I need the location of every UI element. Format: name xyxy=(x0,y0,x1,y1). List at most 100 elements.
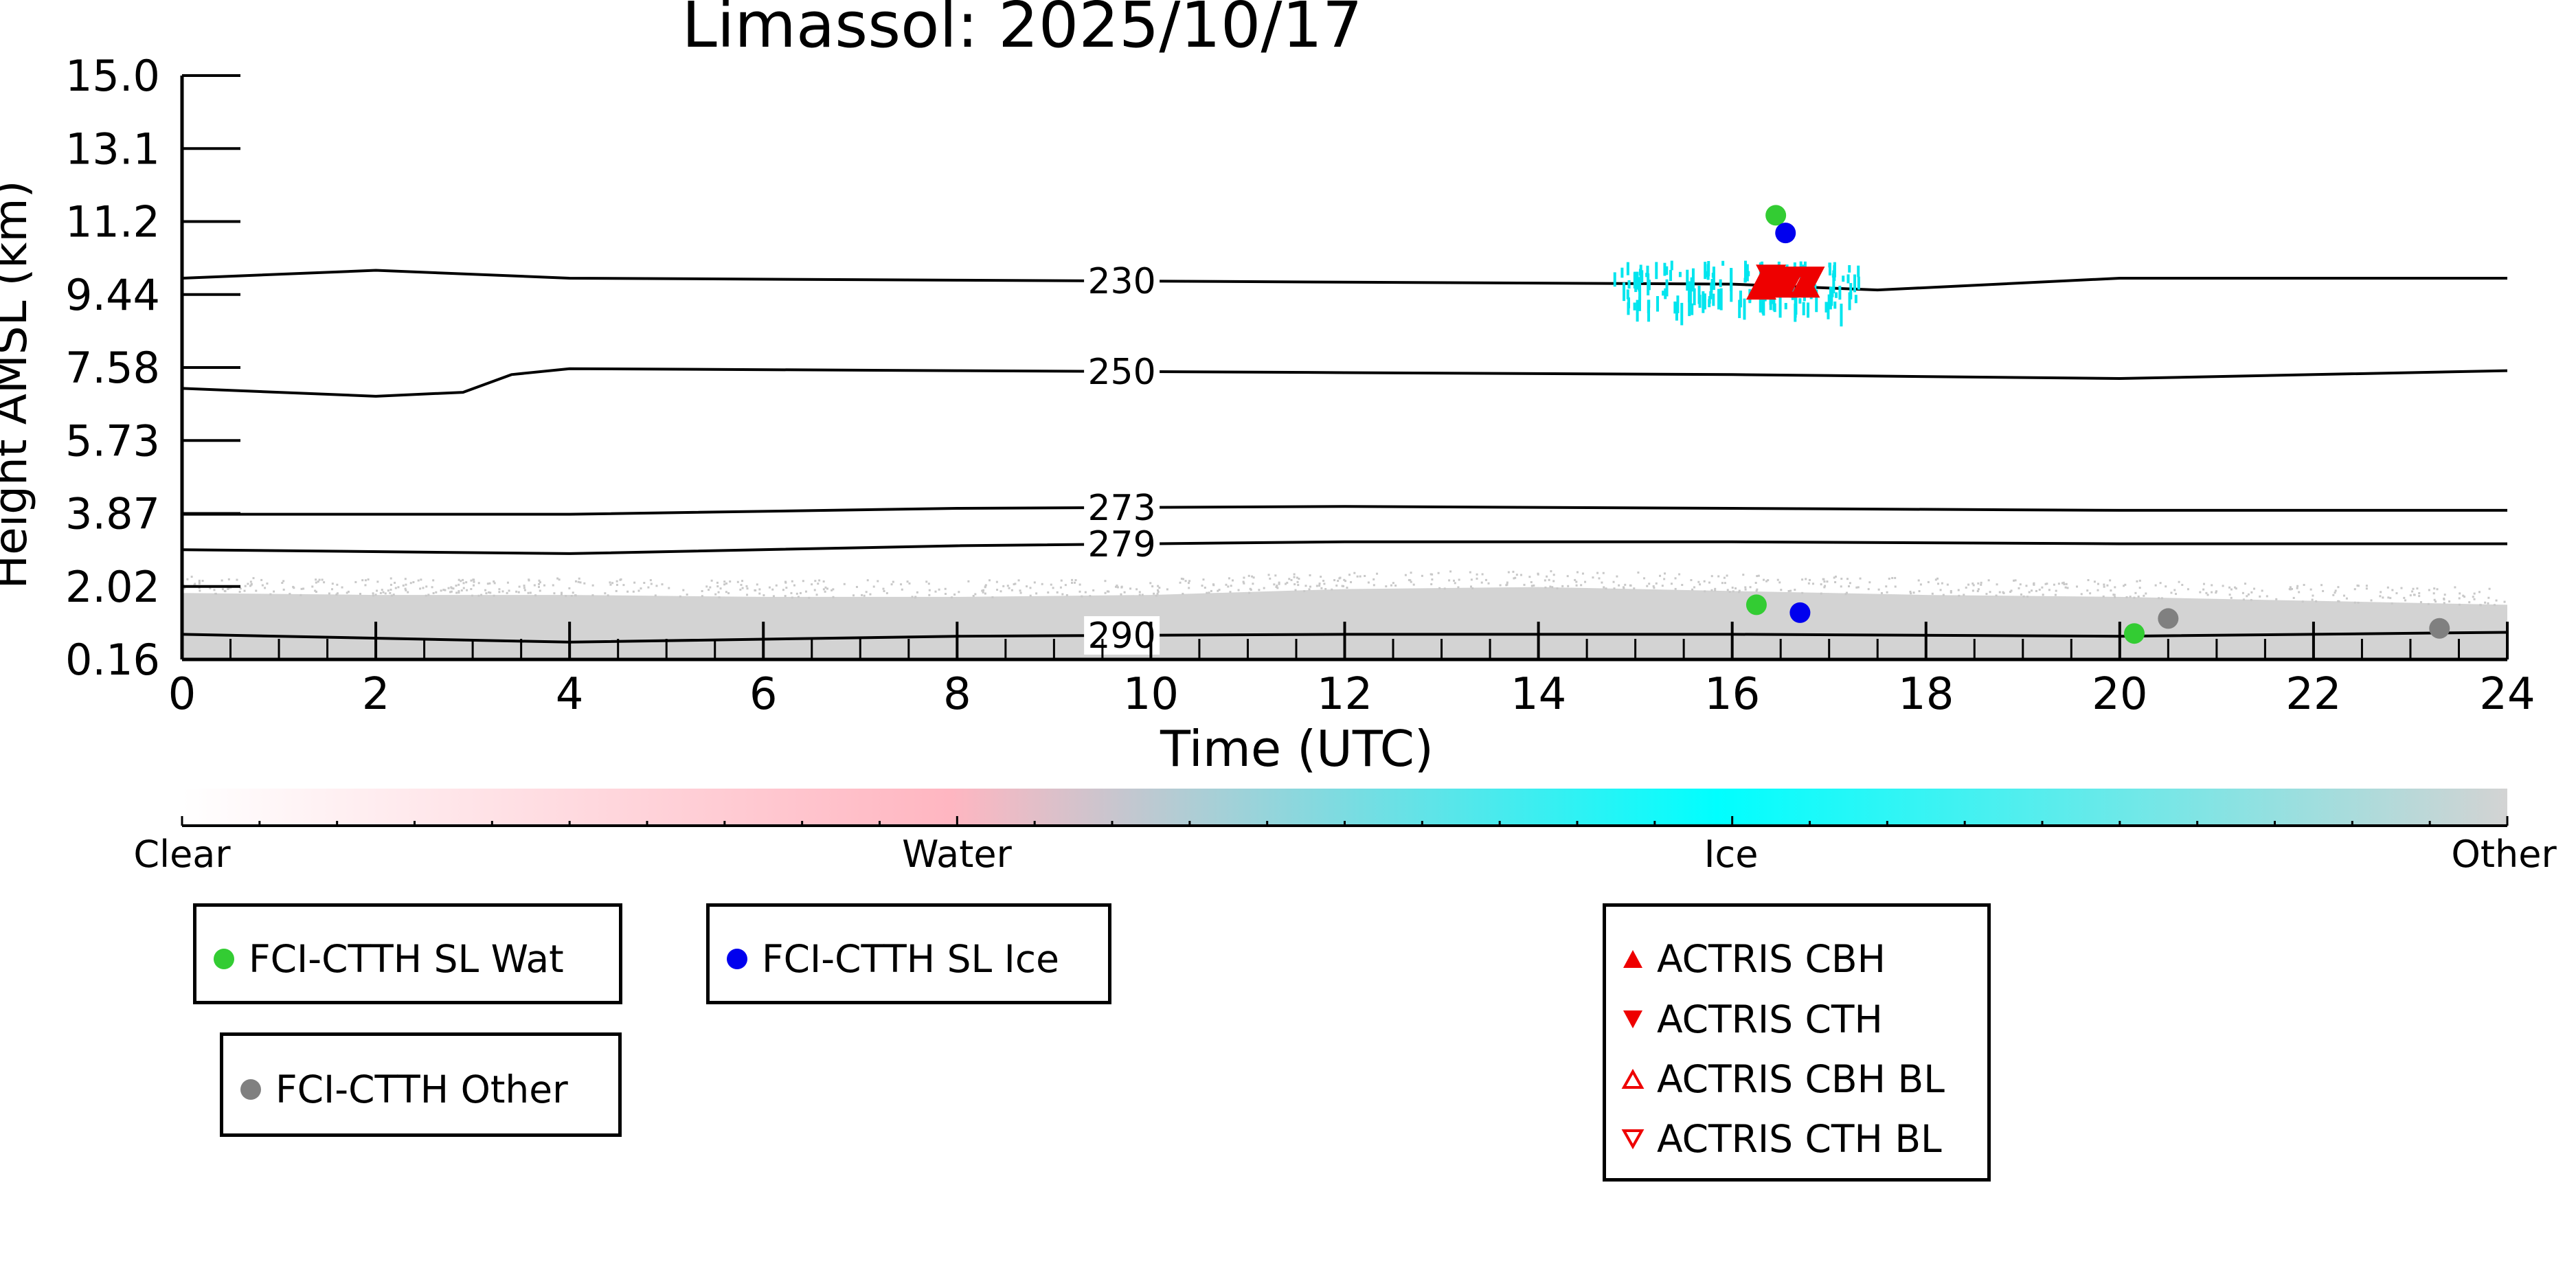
boundary-layer-speckle xyxy=(1514,576,1517,579)
boundary-layer-speckle xyxy=(473,578,475,581)
boundary-layer-speckle xyxy=(2206,594,2209,596)
boundary-layer-speckle xyxy=(379,591,382,594)
boundary-layer-speckle xyxy=(1278,581,1280,584)
boundary-layer-speckle xyxy=(190,576,193,578)
boundary-layer-speckle xyxy=(537,585,540,588)
boundary-layer-speckle xyxy=(649,579,652,582)
boundary-layer-speckle xyxy=(583,582,586,585)
boundary-layer-speckle xyxy=(852,594,855,597)
ice-detection xyxy=(1815,289,1818,313)
boundary-layer-speckle xyxy=(405,583,407,586)
boundary-layer-speckle xyxy=(1888,577,1890,580)
boundary-layer-speckle xyxy=(906,580,909,583)
boundary-layer-speckle xyxy=(488,582,491,585)
boundary-layer-speckle xyxy=(1201,585,1204,587)
boundary-layer-speckle xyxy=(527,591,530,594)
boundary-layer-speckle xyxy=(493,580,495,583)
contour-250 xyxy=(182,367,2507,398)
boundary-layer-speckle xyxy=(1318,583,1321,585)
boundary-layer-speckle xyxy=(1315,585,1318,587)
boundary-layer-speckle xyxy=(1971,582,1974,585)
boundary-layer-speckle xyxy=(2409,594,2412,597)
boundary-layer-speckle xyxy=(239,587,242,590)
boundary-layer-speckle xyxy=(2202,583,2205,585)
boundary-layer-speckle xyxy=(1936,577,1939,580)
boundary-layer-speckle xyxy=(2173,589,2176,591)
boundary-layer-speckle xyxy=(2046,583,2048,585)
boundary-layer-speckle xyxy=(1151,585,1154,588)
x-tick-label-14: 14 xyxy=(1511,669,1566,720)
boundary-layer-speckle xyxy=(1116,586,1119,589)
boundary-layer-speckle xyxy=(791,580,793,583)
boundary-layer-speckle xyxy=(1717,575,1720,578)
boundary-layer-speckle xyxy=(2484,601,2487,604)
boundary-layer-speckle xyxy=(991,596,994,598)
boundary-layer-speckle xyxy=(1107,590,1110,593)
boundary-layer-speckle xyxy=(799,591,802,594)
boundary-layer-speckle xyxy=(1006,585,1009,587)
boundary-layer-speckle xyxy=(227,578,230,580)
boundary-layer-speckle xyxy=(1826,580,1829,583)
ice-detection xyxy=(1634,280,1638,293)
boundary-layer-speckle xyxy=(1937,583,1940,585)
boundary-layer-speckle xyxy=(394,587,397,589)
boundary-layer-speckle xyxy=(457,590,460,593)
boundary-layer-speckle xyxy=(1286,581,1289,584)
boundary-layer-speckle xyxy=(1742,574,1745,576)
boundary-layer-speckle xyxy=(498,591,501,594)
boundary-layer-speckle xyxy=(1834,575,1837,578)
boundary-layer-speckle xyxy=(2181,583,2184,586)
boundary-layer-speckle xyxy=(392,594,395,596)
boundary-layer-speckle xyxy=(457,583,460,586)
boundary-layer-speckle xyxy=(1778,581,1781,584)
boundary-layer-speckle xyxy=(1064,584,1067,587)
ice-detection xyxy=(1703,293,1706,310)
y-tick-label-2.02: 2.02 xyxy=(65,562,160,612)
legend-actris: ACTRIS CBH ACTRIS CTH ACTRIS CBH BL ACTR… xyxy=(1603,903,1991,1182)
boundary-layer-speckle xyxy=(432,591,435,594)
ice-detection xyxy=(1857,276,1860,290)
boundary-layer-speckle xyxy=(1691,588,1694,591)
boundary-layer-speckle xyxy=(2109,579,2112,582)
ice-detection xyxy=(1627,280,1631,289)
boundary-layer-speckle xyxy=(1452,579,1455,582)
ice-detection xyxy=(1857,265,1860,278)
boundary-layer-speckle xyxy=(194,583,196,585)
boundary-layer-speckle xyxy=(826,587,828,590)
boundary-layer-speckle xyxy=(407,591,409,594)
boundary-layer-speckle xyxy=(890,583,893,586)
boundary-layer-speckle xyxy=(486,583,489,585)
legend-sl-wat: FCI-CTTH SL Wat xyxy=(193,903,622,1004)
contour-label-273: 273 xyxy=(1087,488,1155,529)
boundary-layer-speckle xyxy=(1061,593,1064,596)
boundary-layer-speckle xyxy=(791,596,793,599)
ice-detection xyxy=(1698,295,1702,308)
boundary-layer-speckle xyxy=(1820,583,1822,586)
boundary-layer-speckle xyxy=(2298,591,2301,594)
ice-detection xyxy=(1613,272,1616,287)
boundary-layer-speckle xyxy=(1849,582,1851,585)
boundary-layer-speckle xyxy=(2353,588,2356,591)
boundary-layer-speckle xyxy=(655,585,658,587)
boundary-layer-speckle xyxy=(1071,578,1074,581)
boundary-layer-speckle xyxy=(745,585,748,587)
boundary-layer-speckle xyxy=(1891,576,1894,579)
boundary-layer-speckle xyxy=(1364,574,1366,577)
boundary-layer-speckle xyxy=(1613,587,1616,590)
boundary-layer-speckle xyxy=(2013,579,2015,582)
boundary-layer-speckle xyxy=(186,578,189,580)
boundary-layer-speckle xyxy=(2028,591,2031,594)
boundary-layer-speckle xyxy=(727,592,730,595)
boundary-layer-speckle xyxy=(1410,572,1412,574)
ice-detection xyxy=(1848,292,1851,310)
boundary-layer-speckle xyxy=(480,594,483,596)
ice-detection xyxy=(1793,262,1796,269)
boundary-layer-speckle xyxy=(775,584,778,587)
ice-detection xyxy=(1691,303,1694,315)
boundary-layer-speckle xyxy=(221,579,223,582)
boundary-layer-speckle xyxy=(336,583,339,586)
boundary-layer-speckle xyxy=(2488,587,2491,590)
boundary-layer-speckle xyxy=(1026,585,1028,588)
boundary-layer-speckle xyxy=(797,596,800,598)
boundary-layer-speckle xyxy=(1767,579,1770,582)
